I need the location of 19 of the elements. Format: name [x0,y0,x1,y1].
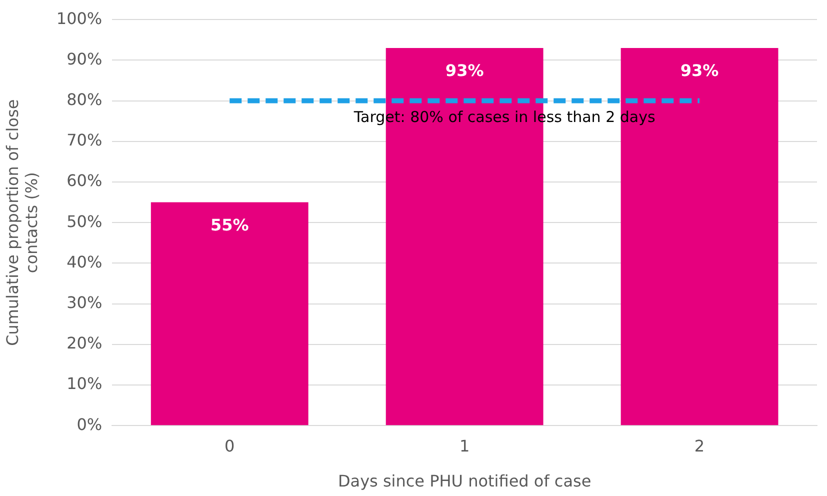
y-tick-label: 80% [66,90,102,109]
x-tick-label: 0 [224,436,235,456]
x-axis-title: Days since PHU notified of case [338,472,592,491]
y-tick-label: 0% [76,414,102,434]
y-tick-label: 40% [66,252,102,272]
y-tick-label: 20% [66,334,102,353]
y-axis-title: Cumulative proportion of close contacts (%) [2,99,41,346]
data-label: 55% [210,215,249,234]
y-tick-label: 30% [66,292,102,312]
y-tick-label: 60% [66,171,102,190]
y-tick-label: 100% [56,8,102,28]
y-tick-label: 70% [66,130,102,150]
y-tick-label: 90% [66,49,102,68]
y-tick-label: 50% [66,212,102,231]
x-tick-label: 2 [694,436,705,456]
y-tick-label: 10% [66,374,102,394]
data-label: 93% [445,61,484,80]
data-label: 93% [680,61,719,80]
x-tick-label: 1 [459,436,470,456]
